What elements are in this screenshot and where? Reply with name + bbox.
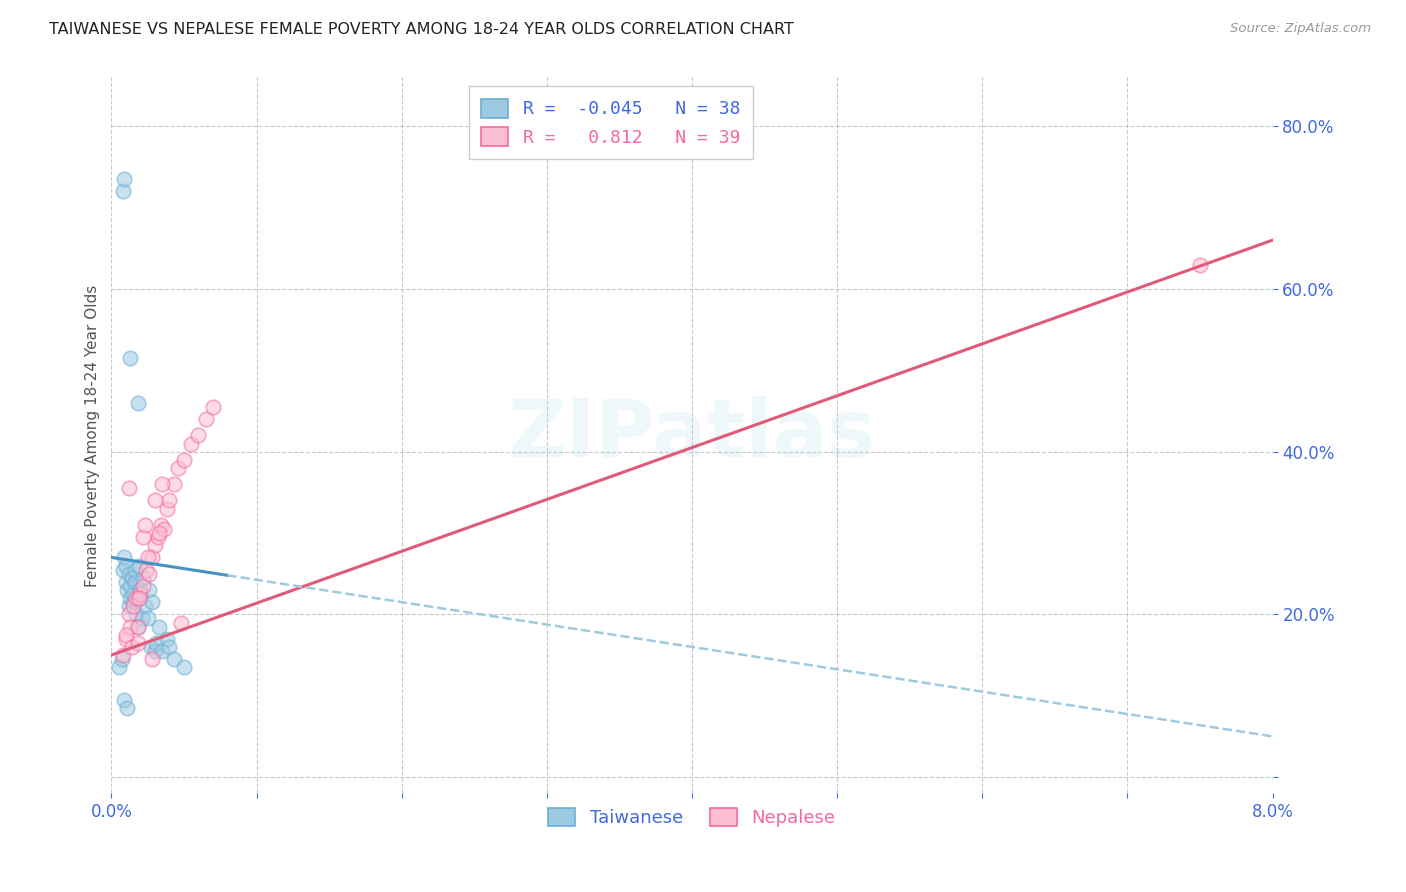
Point <box>159 640 181 654</box>
Point <box>141 550 163 565</box>
Point <box>159 493 181 508</box>
Point <box>111 563 134 577</box>
Point <box>146 530 169 544</box>
Point <box>121 640 143 654</box>
Point <box>145 636 167 650</box>
Point <box>135 563 157 577</box>
Point <box>124 563 146 577</box>
Point <box>115 574 138 589</box>
Point <box>155 501 177 516</box>
Point <box>202 400 225 414</box>
Point <box>118 599 141 614</box>
Point <box>136 611 159 625</box>
Point <box>180 436 202 450</box>
Legend: Taiwanese, Nepalese: Taiwanese, Nepalese <box>541 801 842 834</box>
Point <box>127 619 149 633</box>
Point <box>120 591 142 606</box>
Point <box>150 477 173 491</box>
Point <box>131 611 153 625</box>
Point <box>121 571 143 585</box>
Point <box>115 628 138 642</box>
Point <box>187 428 209 442</box>
Point <box>132 530 155 544</box>
Point <box>115 558 138 573</box>
Point <box>148 619 170 633</box>
Point <box>125 607 148 622</box>
Point <box>143 493 166 508</box>
Point <box>141 652 163 666</box>
Point <box>120 579 142 593</box>
Point <box>118 607 141 622</box>
Point <box>167 461 190 475</box>
Point <box>163 477 186 491</box>
Point <box>107 660 129 674</box>
Point <box>139 640 162 654</box>
Point <box>127 396 149 410</box>
Text: Source: ZipAtlas.com: Source: ZipAtlas.com <box>1230 22 1371 36</box>
Point <box>148 526 170 541</box>
Point <box>127 619 149 633</box>
Point <box>143 538 166 552</box>
Point <box>143 644 166 658</box>
Text: ZIPatlas: ZIPatlas <box>508 396 876 475</box>
Point <box>155 632 177 646</box>
Point <box>128 558 150 573</box>
Point <box>132 571 155 585</box>
Point <box>118 481 141 495</box>
Point <box>194 412 217 426</box>
Point <box>122 587 145 601</box>
Point <box>128 591 150 606</box>
Point <box>125 591 148 606</box>
Point <box>129 587 152 601</box>
Point <box>138 566 160 581</box>
Point <box>134 599 156 614</box>
Point <box>110 652 132 666</box>
Point <box>120 619 142 633</box>
Point <box>134 517 156 532</box>
Text: TAIWANESE VS NEPALESE FEMALE POVERTY AMONG 18-24 YEAR OLDS CORRELATION CHART: TAIWANESE VS NEPALESE FEMALE POVERTY AMO… <box>49 22 794 37</box>
Point <box>138 582 160 597</box>
Point <box>170 615 193 630</box>
Point <box>117 582 139 597</box>
Point <box>129 591 152 606</box>
Point <box>122 595 145 609</box>
Point <box>118 566 141 581</box>
Point <box>173 452 195 467</box>
Point <box>120 351 142 365</box>
Point <box>150 644 173 658</box>
Point <box>111 185 134 199</box>
Point <box>124 574 146 589</box>
Point <box>132 579 155 593</box>
Point <box>122 599 145 614</box>
Point <box>117 701 139 715</box>
Point <box>149 517 172 532</box>
Point <box>1188 258 1211 272</box>
Point <box>173 660 195 674</box>
Point <box>114 172 136 186</box>
Point <box>163 652 186 666</box>
Y-axis label: Female Poverty Among 18-24 Year Olds: Female Poverty Among 18-24 Year Olds <box>86 285 100 587</box>
Point <box>127 636 149 650</box>
Point <box>136 550 159 565</box>
Point <box>114 550 136 565</box>
Point <box>115 632 138 646</box>
Point <box>152 522 174 536</box>
Point <box>141 595 163 609</box>
Point <box>114 693 136 707</box>
Point <box>129 582 152 597</box>
Point <box>111 648 134 662</box>
